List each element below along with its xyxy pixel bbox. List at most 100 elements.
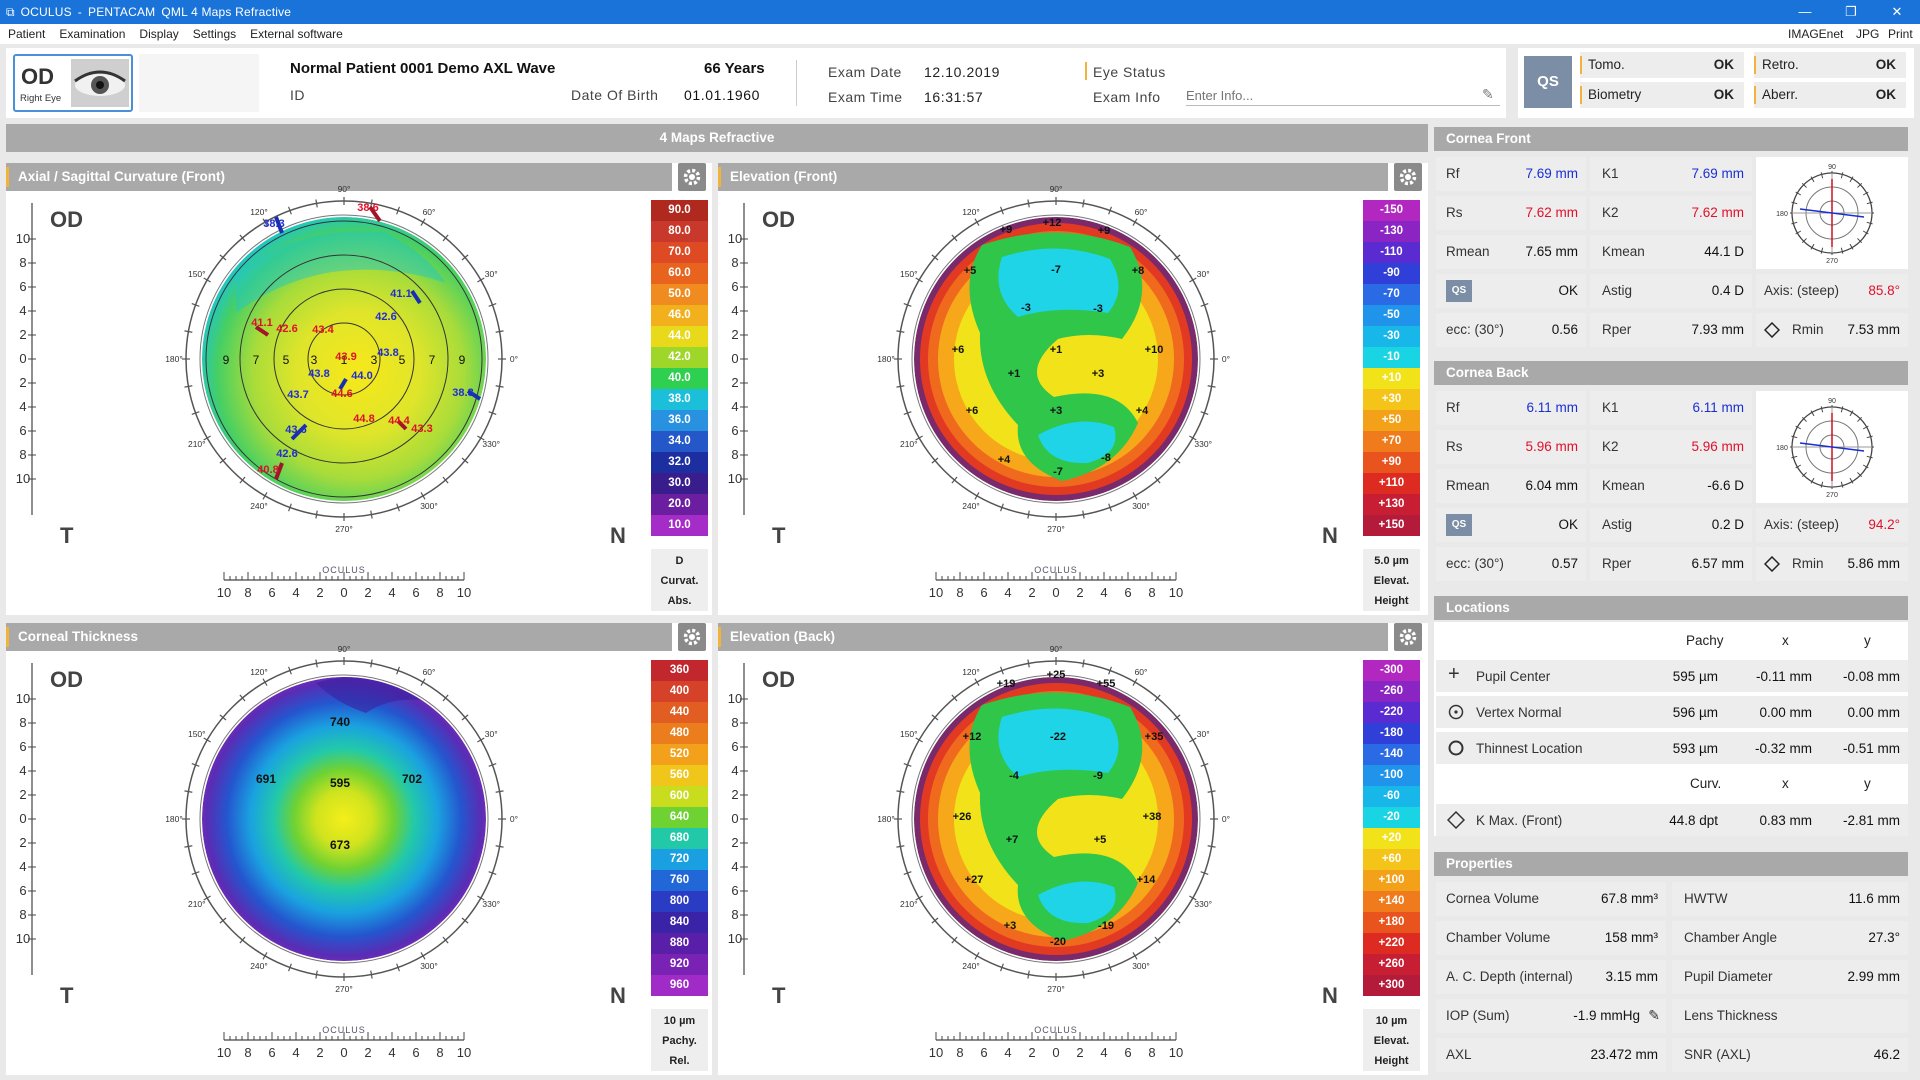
- cell-value[interactable]: 0.57: [1551, 556, 1578, 571]
- cell[interactable]: Astig 0.4 D: [1590, 274, 1752, 308]
- cell[interactable]: QS OK: [1436, 274, 1586, 308]
- scale-cell[interactable]: -140: [1363, 744, 1420, 765]
- elev_back-unit-box[interactable]: 10 µm Elevat. Height: [1363, 1009, 1420, 1071]
- property-cell[interactable]: Pupil Diameter 2.99 mm: [1672, 960, 1908, 994]
- scale-cell[interactable]: -10: [1363, 347, 1420, 368]
- property-value[interactable]: 23.472 mm: [1590, 1047, 1658, 1062]
- scale-cell[interactable]: 960: [651, 975, 708, 996]
- scale-cell[interactable]: -70: [1363, 284, 1420, 305]
- loc-row-thinnest[interactable]: Thinnest Location 593 µm -0.32 mm -0.51 …: [1436, 732, 1908, 764]
- title-accent[interactable]: [6, 167, 9, 187]
- axial-temporal-label[interactable]: T: [60, 523, 74, 548]
- elev_front-temporal-label[interactable]: T: [772, 523, 786, 548]
- scale-cell[interactable]: 760: [651, 870, 708, 891]
- cell-value[interactable]: 85.8°: [1868, 283, 1900, 298]
- cell[interactable]: K1 6.11 mm: [1590, 391, 1752, 425]
- cell-label[interactable]: Axis: (steep): [1764, 283, 1840, 298]
- scale-cell[interactable]: -90: [1363, 263, 1420, 284]
- cell-value[interactable]: OK: [1558, 283, 1578, 298]
- thick-title[interactable]: Corneal Thickness: [6, 623, 672, 651]
- scale-cell[interactable]: 50.0: [651, 284, 708, 305]
- unit-line[interactable]: Elevat.: [1373, 1035, 1410, 1047]
- property-cell[interactable]: Chamber Volume 158 mm³: [1436, 921, 1666, 955]
- loc-row-vertex-normal[interactable]: Vertex Normal 596 µm 0.00 mm 0.00 mm: [1436, 696, 1908, 728]
- unit-line[interactable]: 10 µm: [663, 1015, 696, 1027]
- scale-cell[interactable]: +60: [1363, 849, 1420, 870]
- scale-cell[interactable]: +150: [1363, 515, 1420, 536]
- scale-cell[interactable]: +130: [1363, 494, 1420, 515]
- scale-cell[interactable]: 70.0: [651, 242, 708, 263]
- loc-row-kmax[interactable]: K Max. (Front) 44.8 dpt 0.83 mm -2.81 mm: [1436, 804, 1908, 836]
- property-label[interactable]: Cornea Volume: [1446, 891, 1540, 906]
- scale-cell[interactable]: -30: [1363, 326, 1420, 347]
- axis-steep-cell[interactable]: Axis: (steep) 94.2°: [1756, 508, 1908, 542]
- scale-cell[interactable]: 520: [651, 744, 708, 765]
- cell-label[interactable]: K1: [1602, 400, 1619, 415]
- cell-label[interactable]: Rs: [1446, 439, 1463, 454]
- axial-nasal-label[interactable]: N: [610, 523, 626, 548]
- exam-info-input[interactable]: [1186, 86, 1500, 106]
- property-value[interactable]: 2.99 mm: [1847, 969, 1900, 984]
- thick-unit-box[interactable]: 10 µm Pachy. Rel.: [651, 1009, 708, 1071]
- unit-line[interactable]: Height: [1374, 1055, 1409, 1067]
- scale-cell[interactable]: 20.0: [651, 494, 708, 515]
- property-cell[interactable]: A. C. Depth (internal) 3.15 mm: [1436, 960, 1666, 994]
- cell[interactable]: Rmean 7.65 mm: [1436, 235, 1586, 269]
- cell-label[interactable]: Rmean: [1446, 244, 1490, 259]
- elev_front-od-label[interactable]: OD: [762, 207, 795, 232]
- scale-cell[interactable]: +100: [1363, 870, 1420, 891]
- cell[interactable]: ecc: (30°) 0.56: [1436, 313, 1586, 347]
- scale-cell[interactable]: +70: [1363, 431, 1420, 452]
- scale-cell[interactable]: -150: [1363, 200, 1420, 221]
- menu-examination[interactable]: Examination: [59, 27, 126, 41]
- scale-cell[interactable]: 42.0: [651, 347, 708, 368]
- axial-color-scale[interactable]: 90.0 80.0 70.0 60.0 50.0 46.0 44.0 42.0 40.0 38.0…: [651, 200, 708, 536]
- scale-cell[interactable]: +10: [1363, 368, 1420, 389]
- scale-cell[interactable]: -220: [1363, 702, 1420, 723]
- property-label[interactable]: Chamber Angle: [1684, 930, 1778, 945]
- cell-value[interactable]: 6.11 mm: [1692, 400, 1744, 415]
- scale-cell[interactable]: 360: [651, 660, 708, 681]
- scale-cell[interactable]: 10.0: [651, 515, 708, 536]
- scale-cell[interactable]: +90: [1363, 452, 1420, 473]
- cell-label[interactable]: Astig: [1602, 517, 1633, 532]
- scale-cell[interactable]: 80.0: [651, 221, 708, 242]
- elev_back-od-label[interactable]: OD: [762, 667, 795, 692]
- cell[interactable]: Rf 7.69 mm: [1436, 157, 1586, 191]
- scale-cell[interactable]: +300: [1363, 975, 1420, 996]
- title-accent[interactable]: [718, 167, 721, 187]
- cell-value[interactable]: 7.53 mm: [1847, 322, 1900, 337]
- elev_back-color-scale[interactable]: -300 -260 -220 -180 -140 -100 -60 -20 +20 +60 +100…: [1363, 660, 1420, 996]
- cell-value[interactable]: 7.65 mm: [1525, 244, 1578, 259]
- cell-value[interactable]: 5.86 mm: [1847, 556, 1900, 571]
- scale-cell[interactable]: -50: [1363, 305, 1420, 326]
- cell[interactable]: Rs 5.96 mm: [1436, 430, 1586, 464]
- scale-cell[interactable]: -180: [1363, 723, 1420, 744]
- scale-cell[interactable]: 640: [651, 807, 708, 828]
- menu-external-software[interactable]: External software: [250, 27, 343, 41]
- scale-cell[interactable]: 34.0: [651, 431, 708, 452]
- rmin-cell[interactable]: Rmin 5.86 mm: [1756, 547, 1908, 581]
- axis-steep-cell[interactable]: Axis: (steep) 85.8°: [1756, 274, 1908, 308]
- cell-label[interactable]: Axis: (steep): [1764, 517, 1840, 532]
- cell-value[interactable]: 6.57 mm: [1691, 556, 1744, 571]
- thick-temporal-label[interactable]: T: [60, 983, 74, 1008]
- scale-cell[interactable]: +20: [1363, 828, 1420, 849]
- cell[interactable]: Rf 6.11 mm: [1436, 391, 1586, 425]
- cell-label[interactable]: Rs: [1446, 205, 1463, 220]
- property-value[interactable]: 27.3°: [1868, 930, 1900, 945]
- cell[interactable]: Rper 7.93 mm: [1590, 313, 1752, 347]
- menu-patient[interactable]: Patient: [8, 27, 46, 41]
- cell[interactable]: Astig 0.2 D: [1590, 508, 1752, 542]
- cell-label[interactable]: K2: [1602, 439, 1619, 454]
- elev_front-settings-button[interactable]: [1394, 163, 1422, 191]
- edit-icon[interactable]: ✎: [1648, 1007, 1660, 1023]
- cell-label[interactable]: Rper: [1602, 556, 1632, 571]
- menu-imagenet[interactable]: IMAGEnet: [1788, 27, 1844, 41]
- cell-label[interactable]: K1: [1602, 166, 1619, 181]
- axial-od-label[interactable]: OD: [50, 207, 83, 232]
- property-value[interactable]: 3.15 mm: [1605, 969, 1658, 984]
- scale-cell[interactable]: 44.0: [651, 326, 708, 347]
- cell-label[interactable]: Rmean: [1446, 478, 1490, 493]
- cell[interactable]: Rs 7.62 mm: [1436, 196, 1586, 230]
